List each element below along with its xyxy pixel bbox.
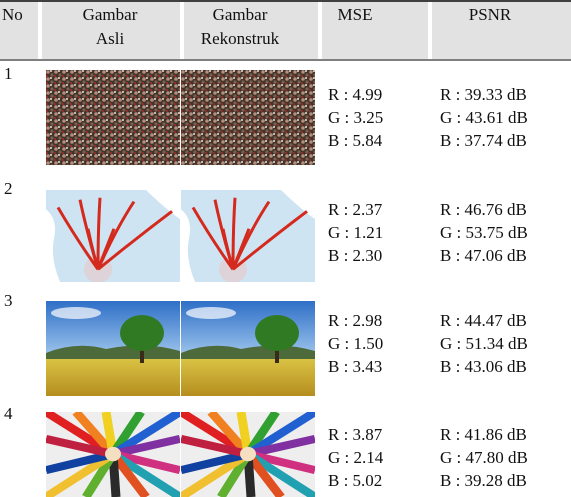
- mse-value: G : 3.25: [328, 108, 383, 127]
- psnr-value: R : 44.47 dB: [440, 311, 527, 330]
- psnr-value: B : 37.74 dB: [440, 131, 527, 150]
- psnr-value: G : 53.75 dB: [440, 223, 528, 242]
- header-reconstructed: Rekonstruk: [201, 29, 280, 48]
- header-no: No: [2, 5, 23, 24]
- mse-value: R : 4.99: [328, 85, 382, 104]
- mse-value: B : 5.02: [328, 471, 382, 490]
- header-mse: MSE: [338, 5, 373, 24]
- mse-value: G : 1.21: [328, 223, 383, 242]
- image-original: [46, 301, 180, 396]
- psnr-value: R : 39.33 dB: [440, 85, 527, 104]
- psnr-value: B : 39.28 dB: [440, 471, 527, 490]
- row-no: 2: [4, 179, 13, 198]
- row-no: 4: [4, 404, 13, 423]
- header-original: Asli: [96, 29, 125, 48]
- mse-value: R : 3.87: [328, 425, 383, 444]
- psnr-value: G : 47.80 dB: [440, 448, 528, 467]
- image-reconstructed: [181, 70, 315, 165]
- image-reconstructed: [181, 190, 315, 283]
- mse-value: B : 3.43: [328, 357, 382, 376]
- mse-value: B : 5.84: [328, 131, 383, 150]
- image-original: [46, 70, 180, 165]
- psnr-value: R : 41.86 dB: [440, 425, 527, 444]
- psnr-value: R : 46.76 dB: [440, 200, 527, 219]
- row-no: 1: [4, 64, 13, 83]
- table: No Gambar Asli Gambar Rekonstruk MSE PSN…: [0, 0, 571, 497]
- header-reconstructed: Gambar: [213, 5, 268, 24]
- header-psnr: PSNR: [469, 5, 512, 24]
- mse-value: G : 2.14: [328, 448, 384, 467]
- row-no: 3: [4, 291, 13, 310]
- image-original: [46, 190, 180, 283]
- image-reconstructed: [181, 412, 315, 497]
- mse-value: R : 2.98: [328, 311, 382, 330]
- psnr-value: G : 51.34 dB: [440, 334, 528, 353]
- image-reconstructed: [181, 301, 315, 396]
- header-original: Gambar: [83, 5, 138, 24]
- psnr-value: G : 43.61 dB: [440, 108, 528, 127]
- mse-value: G : 1.50: [328, 334, 383, 353]
- psnr-value: B : 43.06 dB: [440, 357, 527, 376]
- image-original: [46, 412, 180, 497]
- header: No Gambar Asli Gambar Rekonstruk MSE PSN…: [0, 1, 571, 60]
- page: {"table": { "header": {"no": "No", "orig…: [0, 0, 571, 497]
- mse-value: B : 2.30: [328, 246, 382, 265]
- mse-value: R : 2.37: [328, 200, 383, 219]
- psnr-value: B : 47.06 dB: [440, 246, 527, 265]
